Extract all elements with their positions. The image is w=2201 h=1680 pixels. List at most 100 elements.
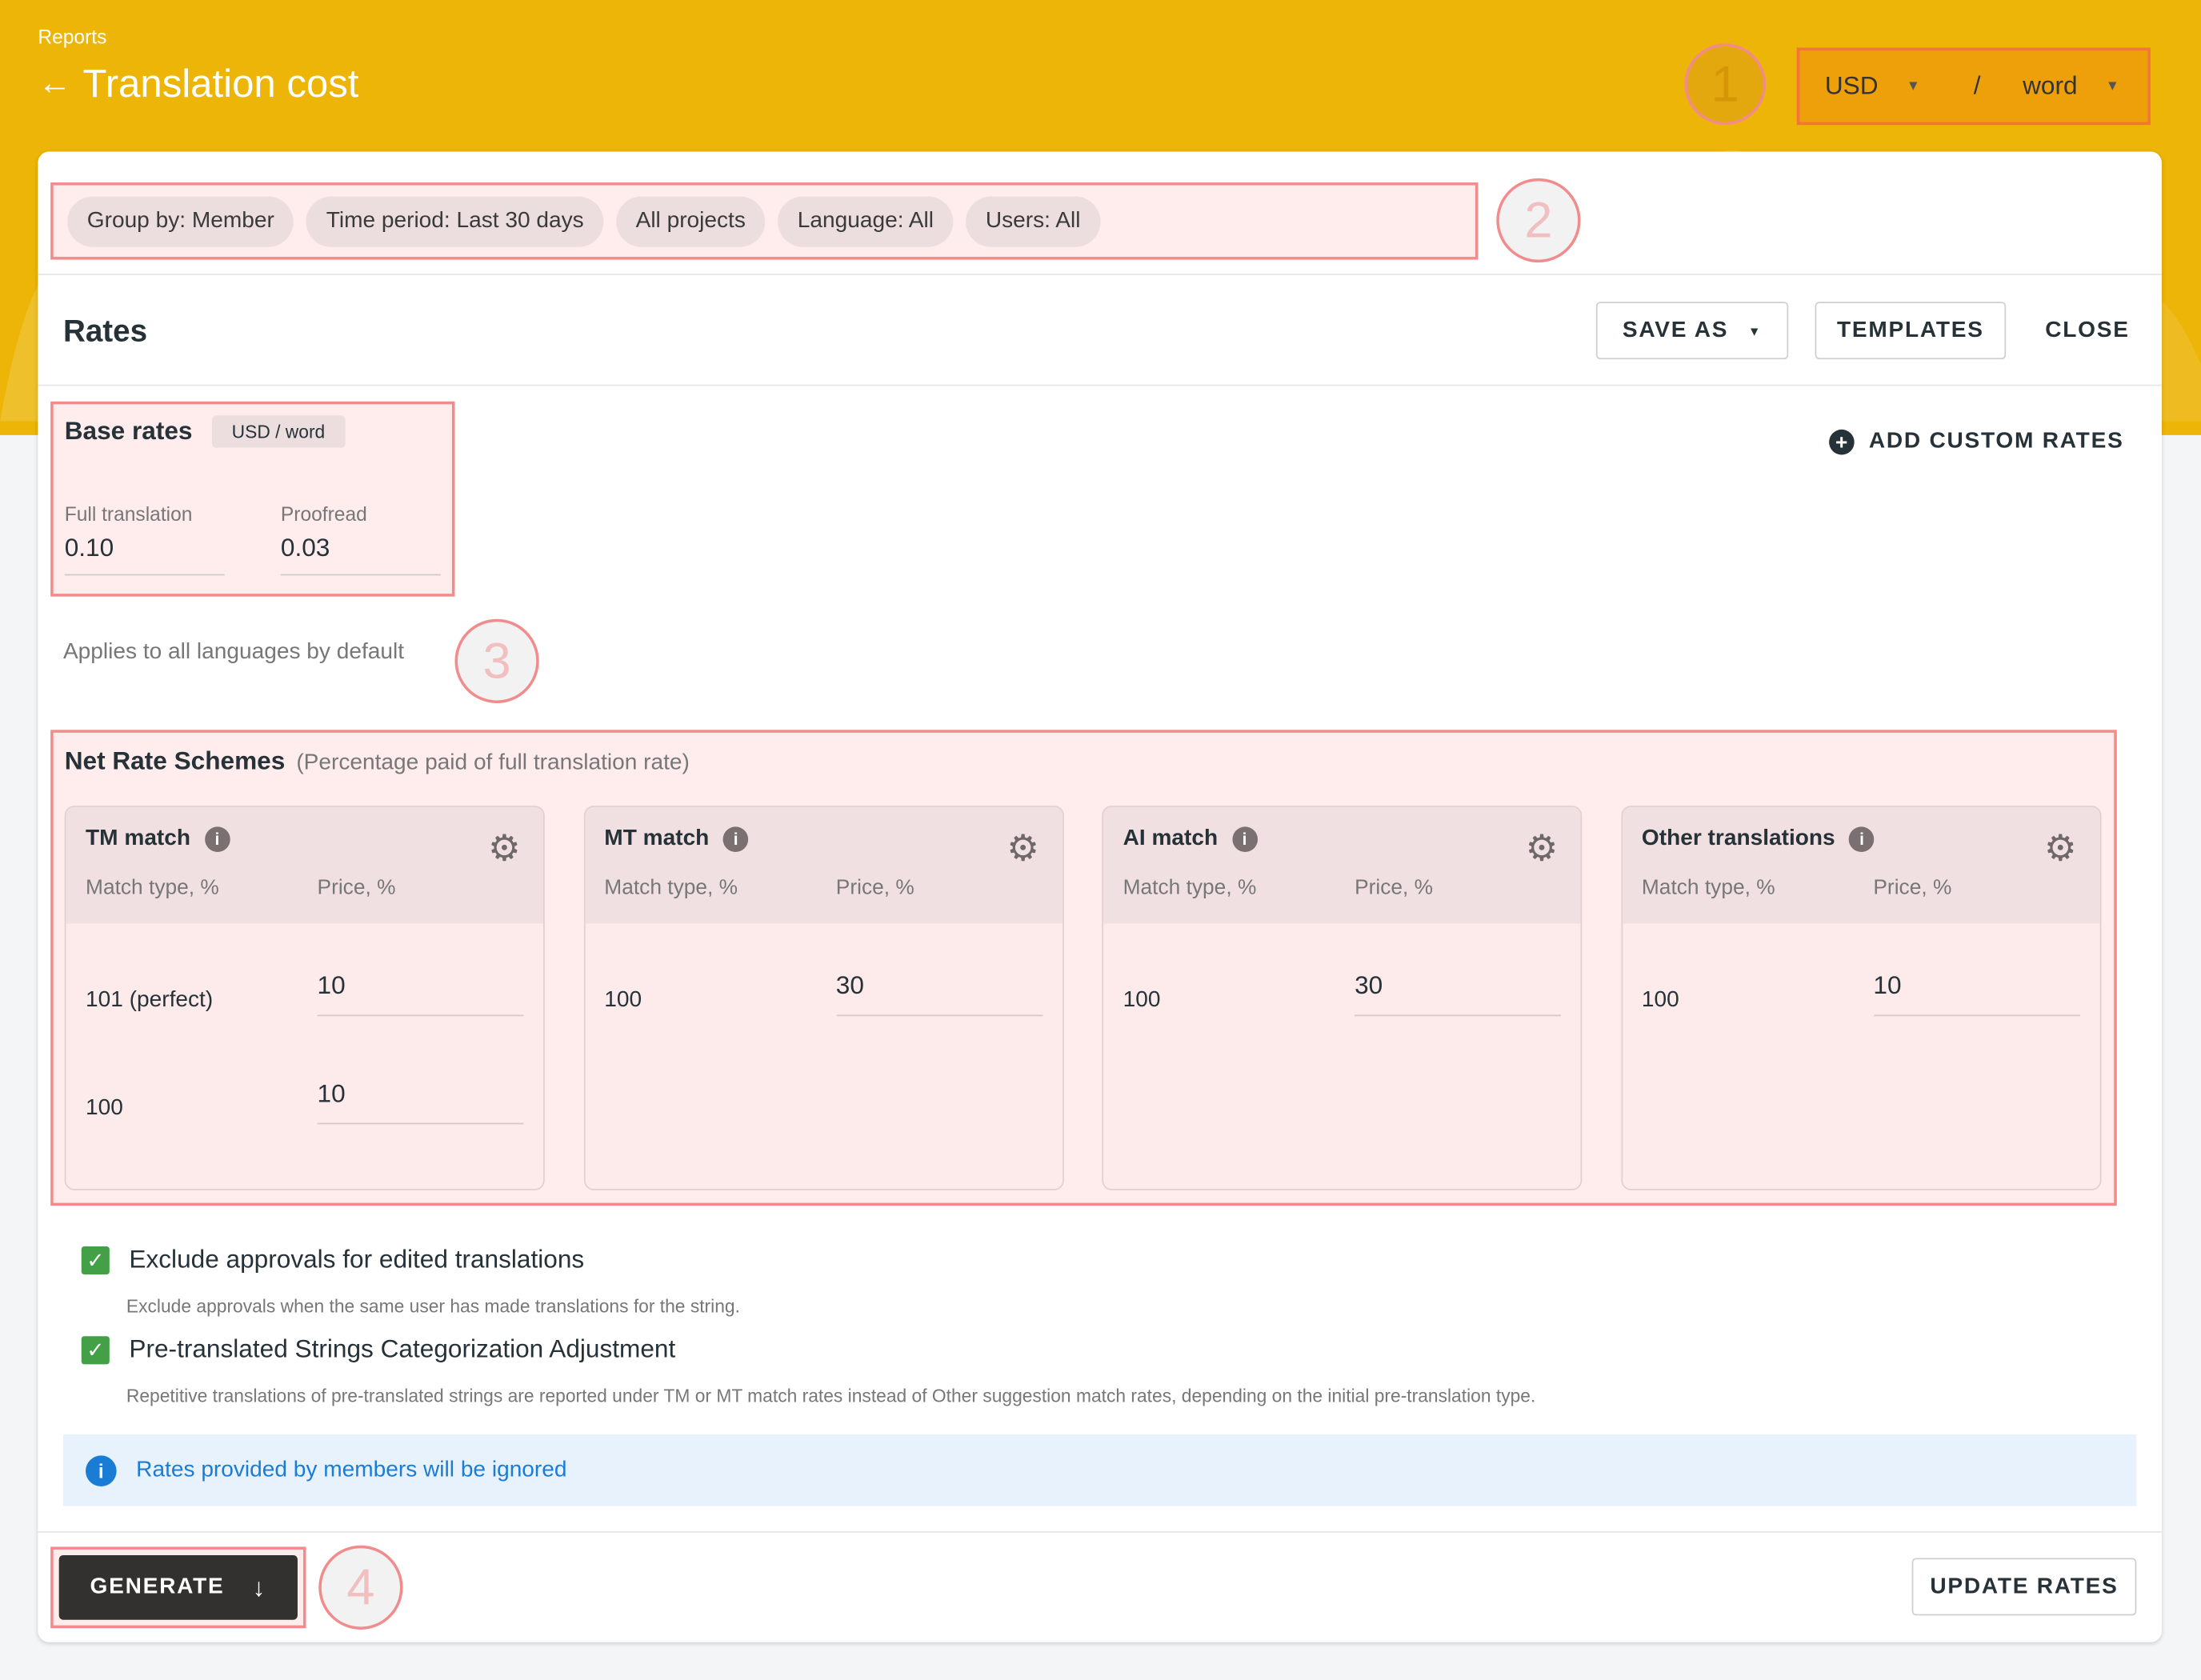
col-match-type: Match type, % — [1123, 875, 1257, 900]
page-title-text: Translation cost — [82, 62, 359, 106]
info-notice: i Rates provided by members will be ignor… — [62, 1434, 2137, 1506]
option-description: Repetitive translations of pre-translate… — [126, 1385, 1536, 1407]
scheme-name: MT match — [604, 826, 710, 851]
col-price: Price, % — [1873, 875, 1952, 900]
info-icon[interactable]: i — [722, 826, 749, 852]
match-type: 101 (perfect) — [86, 988, 214, 1012]
templates-button[interactable]: TEMPLATES — [1815, 302, 2007, 360]
option-label: Exclude approvals for edited translation… — [129, 1245, 585, 1274]
unit-tag: USD / word — [212, 415, 345, 448]
proofread-input[interactable]: 0.03 — [280, 534, 441, 576]
gear-icon[interactable]: ⚙ — [488, 826, 521, 870]
filter-chip[interactable]: Users: All — [966, 195, 1101, 246]
divider — [38, 1531, 2162, 1533]
applies-text: Applies to all languages by default — [62, 640, 405, 664]
info-icon[interactable]: i — [204, 826, 230, 852]
match-type: 100 — [86, 1096, 123, 1121]
gear-icon[interactable]: ⚙ — [1006, 826, 1040, 870]
net-rate-schemes: Net Rate Schemes (Percentage paid of full… — [50, 730, 2117, 1206]
match-type: 100 — [1641, 988, 1679, 1012]
scheme-row: 100 10 — [1641, 971, 2080, 1017]
scheme-name: TM match — [86, 826, 191, 851]
checkbox-checked-icon[interactable]: ✓ — [81, 1335, 110, 1364]
match-type: 100 — [604, 988, 642, 1012]
add-custom-rates-button[interactable]: + ADD CUSTOM RATES — [1829, 429, 2124, 455]
filter-chip[interactable]: Language: All — [778, 195, 954, 246]
generate-label: GENERATE — [90, 1574, 225, 1599]
divider — [38, 384, 2162, 386]
scheme-card: TM match i ⚙ Match type, % Price, % 101 (pe… — [64, 806, 545, 1190]
unit-select[interactable]: word — [2023, 71, 2078, 100]
save-as-label: SAVE AS — [1622, 318, 1729, 342]
currency-select[interactable]: USD — [1824, 71, 1879, 100]
filter-chip[interactable]: Time period: Last 30 days — [306, 195, 604, 246]
base-rates-title: Base rates — [64, 417, 193, 446]
match-type: 100 — [1123, 988, 1161, 1012]
save-as-button[interactable]: SAVE AS ▼ — [1595, 302, 1789, 360]
option-exclude-approvals[interactable]: ✓ Exclude approvals for edited translatio… — [81, 1245, 585, 1274]
price-input[interactable]: 10 — [317, 971, 524, 1017]
option-label: Pre-translated Strings Categorization Ad… — [129, 1334, 676, 1363]
scheme-row: 100 30 — [604, 971, 1042, 1017]
info-icon[interactable]: i — [1231, 826, 1258, 852]
option-pretranslated-adjustment[interactable]: ✓ Pre-translated Strings Categorization A… — [81, 1334, 676, 1365]
col-match-type: Match type, % — [604, 875, 738, 900]
arrow-down-icon: ↓ — [252, 1572, 267, 1602]
full-translation-input[interactable]: 0.10 — [64, 534, 225, 576]
price-input[interactable]: 10 — [1873, 971, 2080, 1017]
arrow-left-icon[interactable]: ← — [38, 64, 72, 103]
filter-chip[interactable]: Group by: Member — [67, 195, 294, 246]
divider — [38, 274, 2162, 275]
scheme-row: 100 10 — [86, 1079, 524, 1125]
net-title: Net Rate Schemes — [64, 746, 286, 775]
full-translation-field[interactable]: Full translation 0.10 — [64, 502, 225, 576]
col-price: Price, % — [835, 875, 914, 900]
scheme-card: AI match i ⚙ Match type, % Price, % 100 30 — [1102, 806, 1583, 1190]
scheme-card: MT match i ⚙ Match type, % Price, % 100 30 — [582, 806, 1064, 1190]
marker-1: 1 — [1684, 43, 1767, 126]
page-title: ← Translation cost — [38, 62, 358, 106]
filter-chips: Group by: Member Time period: Last 30 da… — [50, 182, 1479, 260]
col-price: Price, % — [317, 875, 396, 900]
chevron-down-icon: ▼ — [1747, 323, 1763, 338]
update-rates-button[interactable]: UPDATE RATES — [1911, 1558, 2137, 1616]
base-rates: Base rates USD / word Full translation 0.1… — [50, 401, 455, 597]
scheme-row: 100 30 — [1123, 971, 1562, 1017]
gear-icon[interactable]: ⚙ — [1525, 826, 1559, 870]
field-label: Proofread — [280, 502, 367, 526]
marker-4: 4 — [318, 1545, 403, 1630]
close-button[interactable]: CLOSE — [2031, 302, 2144, 360]
option-description: Exclude approvals when the same user has… — [126, 1295, 740, 1317]
info-icon: i — [86, 1454, 117, 1486]
net-subtitle: (Percentage paid of full translation rat… — [296, 750, 690, 775]
scheme-card: Other translations i ⚙ Match type, % Price… — [1620, 806, 2101, 1190]
checkbox-checked-icon[interactable]: ✓ — [81, 1246, 110, 1274]
currency-unit-selector[interactable]: USD ▼ / word ▼ — [1796, 47, 2151, 126]
price-input[interactable]: 30 — [835, 971, 1042, 1017]
chevron-down-icon: ▼ — [1906, 78, 1921, 94]
marker-3: 3 — [454, 618, 539, 704]
info-icon[interactable]: i — [1849, 826, 1875, 852]
filter-chip[interactable]: All projects — [616, 195, 766, 246]
gear-icon[interactable]: ⚙ — [2043, 826, 2077, 870]
marker-2: 2 — [1496, 178, 1581, 263]
rates-title: Rates — [62, 313, 148, 349]
rates-card: Group by: Member Time period: Last 30 da… — [38, 151, 2162, 1642]
scheme-row: 101 (perfect) 10 — [86, 971, 524, 1017]
col-price: Price, % — [1355, 875, 1434, 900]
separator: / — [1973, 71, 1981, 100]
notice-text: Rates provided by members will be ignore… — [136, 1458, 567, 1482]
generate-button[interactable]: GENERATE ↓ — [58, 1554, 298, 1620]
add-custom-rates-label: ADD CUSTOM RATES — [1868, 429, 2124, 454]
chevron-down-icon: ▼ — [2105, 78, 2120, 94]
breadcrumb-reports[interactable]: Reports — [38, 25, 107, 48]
col-match-type: Match type, % — [1641, 875, 1775, 900]
plus-circle-icon: + — [1829, 429, 1855, 455]
col-match-type: Match type, % — [86, 875, 219, 900]
scheme-name: AI match — [1123, 826, 1219, 851]
proofread-field[interactable]: Proofread 0.03 — [280, 502, 441, 576]
price-input[interactable]: 10 — [317, 1079, 524, 1125]
field-label: Full translation — [64, 502, 193, 526]
price-input[interactable]: 30 — [1355, 971, 1562, 1017]
